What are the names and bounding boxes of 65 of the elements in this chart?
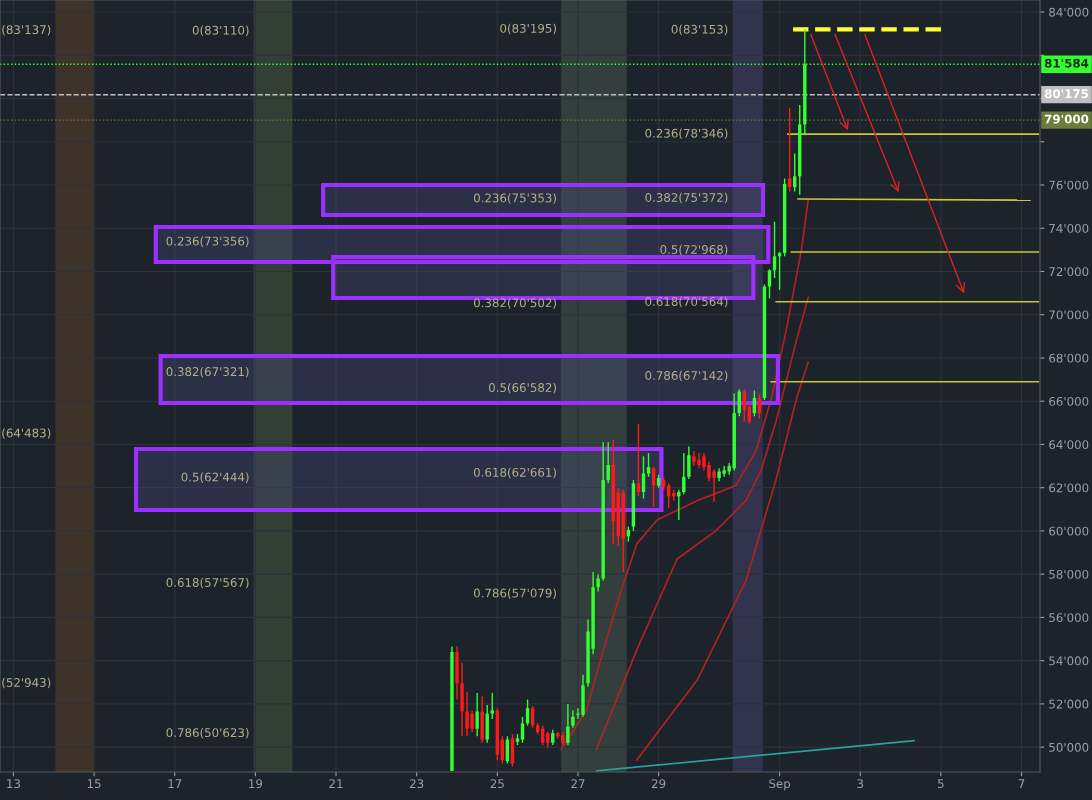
x-tick-label: 23: [410, 779, 424, 789]
candlestick: [636, 423, 641, 498]
annotation: 0.5(62'444): [181, 472, 249, 483]
annotation: 0(83'153): [671, 24, 728, 36]
candlestick: [566, 703, 570, 746]
y-tick-label: 66'000: [1049, 396, 1089, 406]
x-tick-label: 15: [87, 779, 101, 789]
annotation: (64'483): [2, 428, 51, 439]
x-tick-label: 27: [571, 779, 585, 788]
candlestick: [606, 441, 610, 485]
annotation: 0.236(78'346): [645, 128, 728, 140]
y-tick-label: 58'000: [1049, 569, 1089, 579]
candlestick: [787, 107, 792, 193]
annotation: 0.786(67'142): [645, 370, 728, 382]
candlestick: [742, 388, 747, 423]
annotation: (83'137): [2, 24, 51, 36]
x-tick-label: 5: [938, 779, 944, 789]
x-tick-label: 7: [1018, 779, 1025, 788]
annotation: 0.5(72'968): [660, 244, 728, 256]
ref-line-label: 81'584: [1044, 58, 1089, 68]
annotation: (52'943): [2, 677, 51, 689]
y-tick-label: 74'000: [1049, 223, 1089, 233]
annotation: 0.786(50'623): [166, 727, 249, 739]
candlestick: [530, 705, 535, 729]
annotation: 0(83'195): [500, 23, 556, 35]
candlestick: [651, 465, 656, 508]
y-tick-label: 70'000: [1049, 310, 1089, 320]
x-tick-label: 17: [168, 779, 182, 788]
y-tick-label: 72'000: [1049, 267, 1089, 277]
annotation: 0.382(70'502): [473, 298, 556, 309]
candlestick: [490, 692, 494, 720]
annotation: 0.618(57'567): [166, 577, 249, 589]
annotation: 0.382(67'321): [166, 366, 249, 378]
y-tick-label: 54'000: [1049, 656, 1089, 666]
x-tick-label: 19: [249, 779, 263, 789]
x-tick-label: 29: [651, 779, 666, 789]
y-tick-label: 84'000: [1049, 7, 1089, 17]
annotation: 0.236(73'356): [166, 236, 249, 247]
candlestick: [646, 452, 651, 478]
candlestick: [475, 692, 479, 738]
candlestick: [682, 452, 686, 495]
x-tick-label: 21: [329, 779, 343, 788]
y-tick-label: 68'000: [1049, 353, 1089, 363]
candlestick: [520, 716, 525, 744]
candlestick: [767, 268, 772, 300]
y-tick-label: 64'000: [1049, 440, 1089, 450]
x-tick-label: 3: [857, 779, 864, 789]
x-tick-label: Sep: [769, 779, 791, 791]
annotation: 0.382(75'372): [645, 192, 728, 204]
annotation: 0.618(62'661): [473, 467, 556, 479]
ref-line-label: 79'000: [1044, 114, 1089, 124]
ref-line-label: 80'175: [1044, 89, 1089, 99]
y-tick-label: 76'000: [1049, 180, 1089, 190]
annotation: 0.5(66'582): [488, 382, 556, 394]
candlestick: [687, 445, 691, 480]
y-tick-label: 60'000: [1049, 526, 1089, 536]
y-tick-label: 50'000: [1049, 742, 1089, 752]
y-tick-label: 52'000: [1049, 699, 1089, 709]
x-tick-label: 13: [7, 779, 21, 789]
annotation: 0.236(75'353): [473, 193, 556, 204]
annotation: 0(83'110): [192, 25, 249, 37]
x-tick-label: 25: [490, 779, 504, 789]
y-tick-label: 62'000: [1049, 483, 1089, 493]
annotation: 0.786(57'079): [473, 588, 556, 599]
y-tick-label: 56'000: [1049, 613, 1089, 623]
